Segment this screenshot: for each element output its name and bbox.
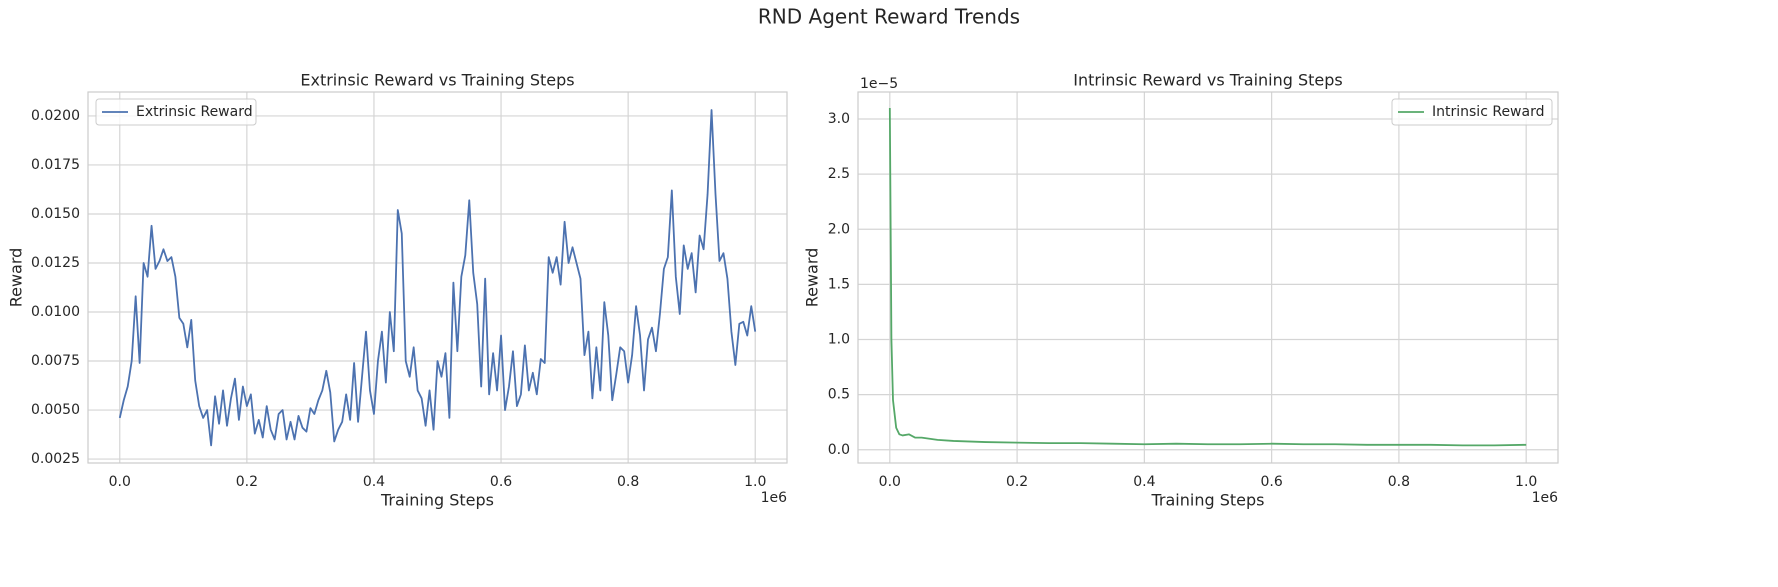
y-offset-label: 1e−5 — [860, 76, 898, 92]
x-axis-label: Training Steps — [1151, 491, 1265, 510]
y-axis-label: Reward — [7, 248, 26, 308]
x-tick-label: 0.4 — [363, 474, 385, 490]
y-tick-label: 0.0025 — [31, 451, 80, 467]
x-tick-label: 1.0 — [1515, 474, 1537, 490]
x-tick-label: 1.0 — [744, 474, 766, 490]
y-tick-label: 0.0050 — [31, 402, 80, 418]
y-tick-label: 0.0125 — [31, 255, 80, 271]
y-tick-label: 0.0150 — [31, 206, 80, 222]
y-tick-label: 3.0 — [828, 111, 850, 127]
x-tick-label: 0.0 — [879, 474, 901, 490]
x-tick-label: 0.6 — [1261, 474, 1283, 490]
x-tick-label: 0.4 — [1133, 474, 1155, 490]
legend-label: Extrinsic Reward — [136, 104, 253, 120]
x-tick-label: 0.8 — [617, 474, 639, 490]
y-tick-label: 0.0175 — [31, 157, 80, 173]
y-tick-label: 0.5 — [828, 387, 850, 403]
y-tick-label: 2.5 — [828, 166, 850, 182]
x-tick-label: 0.0 — [109, 474, 131, 490]
x-offset-label: 1e6 — [761, 490, 788, 506]
y-tick-label: 1.5 — [828, 276, 850, 292]
x-tick-label: 0.2 — [1006, 474, 1028, 490]
legend-box — [95, 98, 257, 126]
axes-title: Intrinsic Reward vs Training Steps — [1073, 71, 1343, 90]
y-tick-label: 1.0 — [828, 332, 850, 348]
axes-title: Extrinsic Reward vs Training Steps — [300, 71, 574, 90]
y-tick-label: 0.0 — [828, 442, 850, 458]
y-tick-label: 0.0200 — [31, 108, 80, 124]
y-axis-label: Reward — [803, 248, 822, 308]
x-tick-label: 0.2 — [236, 474, 258, 490]
x-offset-label: 1e6 — [1532, 490, 1559, 506]
x-axis-label: Training Steps — [380, 491, 494, 510]
y-tick-label: 2.0 — [828, 221, 850, 237]
x-tick-label: 0.8 — [1388, 474, 1410, 490]
axes-frame — [87, 91, 788, 464]
y-tick-label: 0.0100 — [31, 304, 80, 320]
legend-label: Intrinsic Reward — [1432, 104, 1544, 120]
data-line — [118, 109, 757, 447]
legend-box — [1391, 98, 1553, 126]
x-tick-label: 0.6 — [490, 474, 512, 490]
data-line — [888, 107, 1527, 447]
figure-title: RND Agent Reward Trends — [758, 5, 1020, 29]
axes-frame — [857, 91, 1559, 464]
y-tick-label: 0.0075 — [31, 353, 80, 369]
